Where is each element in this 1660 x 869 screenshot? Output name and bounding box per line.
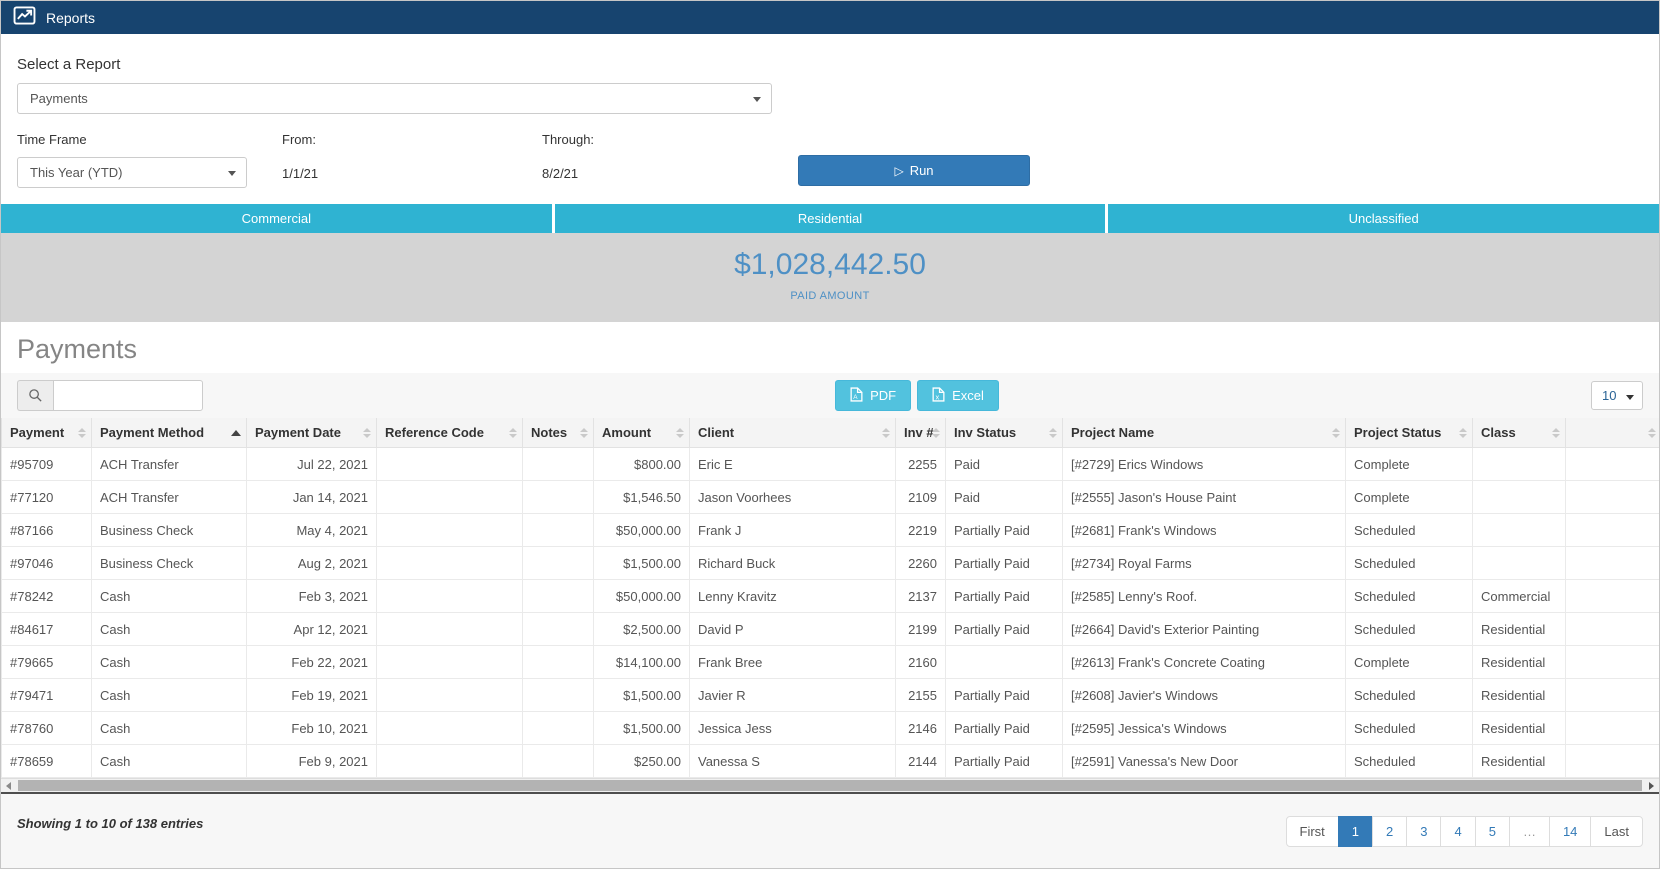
column-header-notes[interactable]: Notes <box>522 418 594 448</box>
excel-file-icon: x <box>932 386 945 405</box>
column-header-project-status[interactable]: Project Status <box>1345 418 1473 448</box>
run-button[interactable]: ▷ Run <box>798 155 1030 186</box>
sort-both-icon <box>882 427 890 438</box>
filters-row: Time Frame This Year (YTD) From: 1/1/21 … <box>17 132 1643 188</box>
svg-text:x: x <box>936 392 940 401</box>
column-header-payment[interactable]: Payment <box>1 418 92 448</box>
search-group <box>17 380 203 411</box>
page-title: Reports <box>46 9 96 26</box>
top-bar: Reports <box>1 1 1659 34</box>
table-row[interactable]: #97046 Business Check Aug 2, 2021 $1,500.00… <box>1 546 1659 580</box>
column-header-blank[interactable] <box>1565 418 1659 448</box>
sort-both-icon <box>1648 427 1656 438</box>
page-size-select[interactable]: 10 <box>1590 381 1643 410</box>
sort-both-icon <box>78 427 86 438</box>
table-row[interactable]: #95709 ACH Transfer Jul 22, 2021 $800.00 Eri… <box>1 447 1659 481</box>
report-selection-area: Select a Report Payments Time Frame This… <box>1 34 1659 204</box>
tab-commercial[interactable]: Commercial <box>1 204 552 233</box>
sort-both-icon <box>676 427 684 438</box>
page-button-4[interactable]: 4 <box>1440 816 1476 847</box>
table-bottom-divider <box>1 792 1659 794</box>
table-row[interactable]: #84617 Cash Apr 12, 2021 $2,500.00 David P 21… <box>1 612 1659 646</box>
column-header-inv-[interactable]: Inv # <box>895 418 946 448</box>
excel-export-button[interactable]: x Excel <box>917 380 999 411</box>
table-row[interactable]: #78242 Cash Feb 3, 2021 $50,000.00 Lenny Kra… <box>1 579 1659 613</box>
page-button-1[interactable]: 1 <box>1337 816 1374 847</box>
table-body: #95709 ACH Transfer Jul 22, 2021 $800.00 Eri… <box>1 447 1659 778</box>
through-date-value: 8/2/21 <box>542 166 579 181</box>
page-button-14[interactable]: 14 <box>1548 816 1592 847</box>
table-row[interactable]: #87166 Business Check May 4, 2021 $50,000.0… <box>1 513 1659 547</box>
search-input[interactable] <box>53 380 203 411</box>
column-header-payment-method[interactable]: Payment Method <box>91 418 247 448</box>
column-header-class[interactable]: Class <box>1472 418 1566 448</box>
chevron-down-icon <box>1625 395 1634 400</box>
table-row[interactable]: #77120 ACH Transfer Jan 14, 2021 $1,546.50 J… <box>1 480 1659 514</box>
table-toolbar: A PDF x Excel 10 <box>1 373 1659 418</box>
table-footer: Showing 1 to 10 of 138 entries First 1 2 3 4… <box>1 794 1659 868</box>
chart-trend-icon <box>13 5 36 30</box>
page-button-ellipsis: … <box>1508 816 1550 847</box>
pdf-export-button[interactable]: A PDF <box>835 380 912 411</box>
chevron-down-icon <box>228 171 236 176</box>
page-button-first[interactable]: First <box>1285 816 1339 847</box>
chevron-down-icon <box>753 97 761 102</box>
export-buttons: A PDF x Excel <box>795 380 999 411</box>
tab-residential[interactable]: Residential <box>554 204 1106 233</box>
sort-both-icon <box>580 427 588 438</box>
play-icon: ▷ <box>894 163 904 178</box>
scroll-right-arrow[interactable] <box>1644 779 1659 792</box>
horizontal-scrollbar <box>1 778 1659 792</box>
page-button-last[interactable]: Last <box>1590 816 1643 847</box>
column-header-payment-date[interactable]: Payment Date <box>246 418 377 448</box>
page-button-5[interactable]: 5 <box>1474 816 1510 847</box>
time-frame-label: Time Frame <box>17 132 87 147</box>
pdf-file-icon: A <box>850 386 863 405</box>
page-button-3[interactable]: 3 <box>1406 816 1442 847</box>
paid-amount-value: $1,028,442.50 <box>734 248 926 281</box>
from-date-value: 1/1/21 <box>282 166 319 181</box>
showing-entries-text: Showing 1 to 10 of 138 entries <box>17 816 204 831</box>
sort-both-icon <box>1552 427 1560 438</box>
table-header-row: Payment Payment Method Payment Date Referen… <box>1 418 1659 448</box>
sort-both-icon <box>1332 427 1340 438</box>
paid-amount-caption: PAID AMOUNT <box>790 290 870 302</box>
search-icon <box>17 380 53 411</box>
sort-both-icon <box>363 427 371 438</box>
sort-both-icon <box>1049 427 1057 438</box>
summary-band: $1,028,442.50 PAID AMOUNT <box>1 233 1659 322</box>
sort-both-icon <box>932 427 940 438</box>
class-tabs: Commercial Residential Unclassified <box>1 204 1659 233</box>
column-header-project-name[interactable]: Project Name <box>1062 418 1346 448</box>
sort-both-icon <box>509 427 517 438</box>
svg-text:A: A <box>853 393 858 400</box>
time-frame-select[interactable]: This Year (YTD) <box>17 157 247 188</box>
payments-table-wrap: Payment Payment Method Payment Date Referen… <box>1 418 1659 778</box>
table-row[interactable]: #79665 Cash Feb 22, 2021 $14,100.00 Frank Br… <box>1 645 1659 679</box>
table-row[interactable]: #78659 Cash Feb 9, 2021 $250.00 Vanessa S 214… <box>1 744 1659 778</box>
pagination: First 1 2 3 4 5… 14 Last <box>1285 816 1643 847</box>
through-label: Through: <box>542 132 595 147</box>
sort-both-icon <box>1459 427 1467 438</box>
scroll-left-arrow[interactable] <box>1 779 16 792</box>
report-select[interactable]: Payments <box>17 83 772 114</box>
payments-table: Payment Payment Method Payment Date Referen… <box>1 418 1659 778</box>
tab-unclassified[interactable]: Unclassified <box>1108 204 1659 233</box>
section-title: Payments <box>17 334 138 364</box>
from-label: From: <box>282 132 316 147</box>
column-header-inv-status[interactable]: Inv Status <box>945 418 1063 448</box>
sort-asc-icon <box>231 429 241 436</box>
scrollbar-thumb[interactable] <box>18 780 1642 791</box>
select-report-label: Select a Report <box>17 56 121 73</box>
table-row[interactable]: #78760 Cash Feb 10, 2021 $1,500.00 Jessica J… <box>1 711 1659 745</box>
column-header-reference-code[interactable]: Reference Code <box>376 418 523 448</box>
page-button-2[interactable]: 2 <box>1372 816 1408 847</box>
column-header-client[interactable]: Client <box>689 418 896 448</box>
column-header-amount[interactable]: Amount <box>593 418 690 448</box>
